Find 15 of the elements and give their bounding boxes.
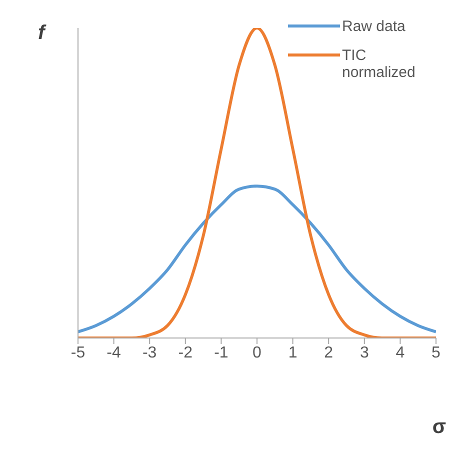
x-tick-label: 1 <box>288 344 298 362</box>
x-tick-label: 5 <box>432 344 441 362</box>
x-tick-label: 0 <box>252 344 262 362</box>
x-tick-label: 4 <box>396 344 405 362</box>
x-tick-label: 3 <box>360 344 369 362</box>
y-axis-title: f <box>38 22 45 45</box>
legend-label: Raw data <box>342 18 406 35</box>
legend-label: TIC normalized <box>342 47 416 81</box>
x-tick-label: 2 <box>324 344 334 362</box>
x-tick-label: -4 <box>106 344 122 362</box>
x-tick-label: -2 <box>178 344 193 362</box>
x-tick-label: -1 <box>214 344 228 362</box>
x-tick-label: -5 <box>70 344 86 362</box>
x-tick-label: -3 <box>142 344 157 362</box>
x-axis-title: σ <box>432 416 446 439</box>
